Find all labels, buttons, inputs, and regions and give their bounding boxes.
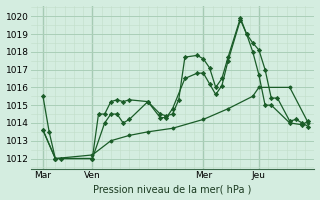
X-axis label: Pression niveau de la mer( hPa ): Pression niveau de la mer( hPa ): [93, 184, 252, 194]
